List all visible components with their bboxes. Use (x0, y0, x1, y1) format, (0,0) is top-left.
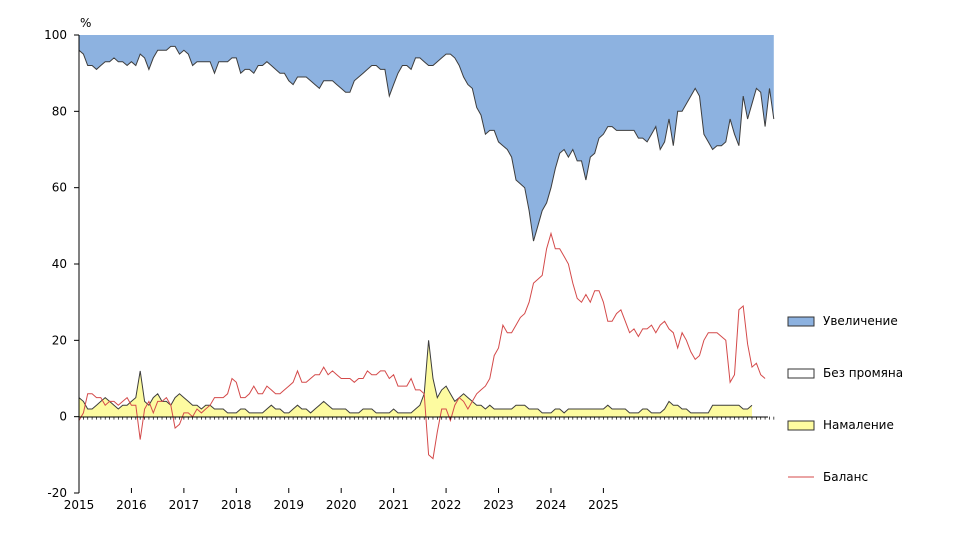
legend-swatch (787, 420, 815, 431)
x-tick-label: 2020 (326, 498, 357, 512)
x-tick-label: 2015 (64, 498, 95, 512)
legend-label: Увеличение (823, 314, 898, 328)
legend: Увеличение Без промяна Намаление Баланс (787, 314, 903, 484)
x-tick-label: 2018 (221, 498, 252, 512)
x-tick-label: 2024 (536, 498, 567, 512)
y-tick-label: 80 (52, 104, 67, 118)
x-tick-label: 2016 (116, 498, 147, 512)
legend-swatch (787, 316, 815, 327)
legend-label: Намаление (823, 418, 894, 432)
series-line-balans (78, 231, 766, 460)
series-area-namalenie (79, 340, 752, 417)
y-tick-label: 0 (59, 410, 67, 424)
plot-area (78, 35, 775, 460)
x-tick-label: 2025 (588, 498, 619, 512)
y-tick-label: -20 (47, 486, 67, 500)
series-border-uvelichenie (78, 45, 775, 242)
series-area-uvelichenie (79, 35, 774, 242)
legend-label: Баланс (823, 470, 868, 484)
x-tick-label: 2023 (483, 498, 514, 512)
y-tick-label: 40 (52, 257, 67, 271)
y-unit-label: % (80, 16, 91, 30)
y-tick-label: 60 (52, 181, 67, 195)
x-tick-label: 2017 (169, 498, 200, 512)
y-tick-label: 20 (52, 333, 67, 347)
x-tick-label: 2021 (378, 498, 409, 512)
series-border-namalenie (78, 340, 753, 414)
legend-label: Без промяна (823, 366, 903, 380)
y-tick-label: 100 (44, 28, 67, 42)
legend-swatch (787, 368, 815, 379)
x-tick-label: 2022 (431, 498, 462, 512)
axes: -20 0 20 40 60 80 100 2015 2016 2017 2018 2019 2020… (44, 28, 775, 512)
x-tick-label: 2019 (273, 498, 304, 512)
